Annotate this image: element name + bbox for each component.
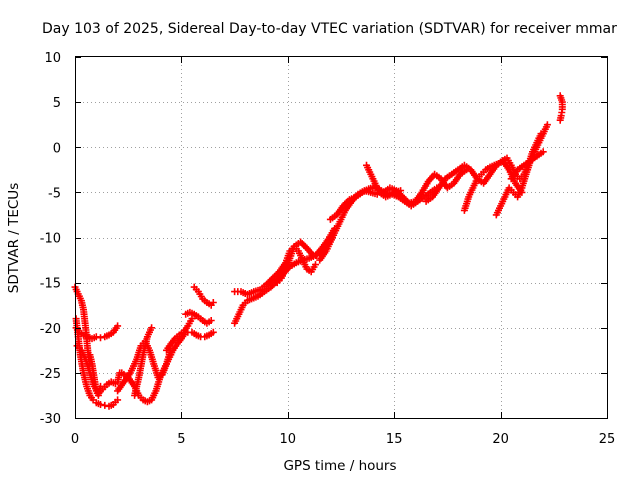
x-tick-label: 5 xyxy=(177,432,185,447)
y-tick-label: -10 xyxy=(40,232,61,247)
series-arc-e xyxy=(86,351,104,399)
y-tick-label: 10 xyxy=(44,51,61,66)
data-point xyxy=(97,401,104,408)
y-tick-label: 5 xyxy=(53,96,61,111)
y-tick-label: -25 xyxy=(40,367,61,382)
data-point xyxy=(148,324,156,332)
y-axis-label: SDTVAR / TECUs xyxy=(6,183,22,293)
x-tick-label: 10 xyxy=(280,432,297,447)
data-point xyxy=(209,328,217,336)
series-arc-v xyxy=(492,121,551,219)
x-tick-label: 15 xyxy=(386,432,403,447)
data-point xyxy=(207,317,215,324)
data-point xyxy=(209,299,217,306)
y-tick-label: -30 xyxy=(40,412,61,427)
data-point xyxy=(101,401,109,409)
data-point xyxy=(543,121,551,129)
series-arc-x xyxy=(556,92,566,124)
chart-title: Day 103 of 2025, Sidereal Day-to-day VTE… xyxy=(42,21,617,37)
series-arc-w xyxy=(507,148,547,183)
x-tick-label: 25 xyxy=(599,432,616,447)
y-tick-label: -15 xyxy=(40,277,61,292)
data-marks xyxy=(71,92,566,410)
data-point xyxy=(539,148,547,156)
series-arc-k xyxy=(184,328,217,341)
x-tick-label: 20 xyxy=(492,432,509,447)
series-arc-i xyxy=(163,315,196,354)
data-point xyxy=(114,396,122,404)
data-point xyxy=(92,333,100,341)
data-point xyxy=(114,322,122,330)
series-arc-d xyxy=(72,322,122,343)
data-point xyxy=(97,334,104,342)
data-point xyxy=(97,382,104,390)
data-point xyxy=(312,261,319,269)
axes: 0 5 10 15 20 25 -30 -25 -20 -15 -10 -5 0 5 10 xyxy=(40,51,616,447)
series-arc-n xyxy=(231,243,319,298)
series-arc-l xyxy=(190,283,217,309)
plot-frame xyxy=(75,56,608,419)
y-tick-label: 0 xyxy=(53,141,61,156)
y-tick-label: -5 xyxy=(48,186,61,201)
x-tick-label: 0 xyxy=(71,432,79,447)
series-arc-j xyxy=(182,308,215,327)
x-axis-label: GPS time / hours xyxy=(283,458,396,474)
y-tick-label: -20 xyxy=(40,322,61,337)
data-point xyxy=(556,116,564,124)
series-arc-h xyxy=(131,324,156,399)
series-arc-g xyxy=(114,337,175,395)
